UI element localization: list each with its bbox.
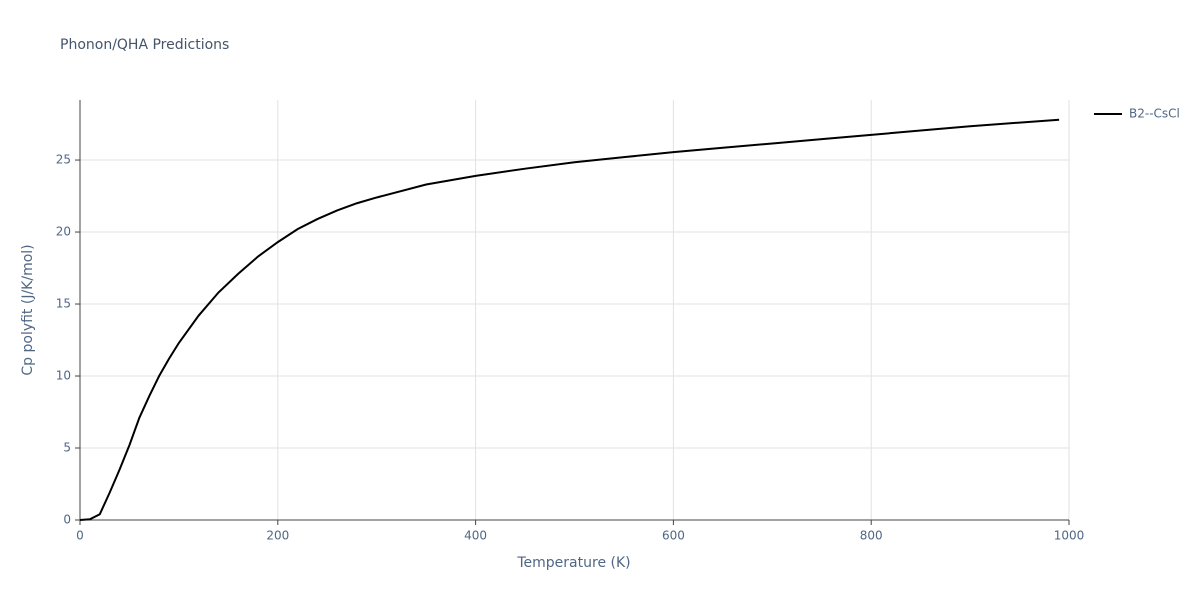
x-tick-label: 1000: [1054, 529, 1085, 543]
x-tick-label: 400: [464, 529, 487, 543]
chart-title: Phonon/QHA Predictions: [60, 37, 229, 53]
y-tick-label: 10: [56, 369, 71, 383]
x-tick-label: 200: [266, 529, 289, 543]
y-tick-label: 5: [63, 441, 71, 455]
x-axis-label: Temperature (K): [516, 555, 630, 571]
y-tick-label: 25: [56, 153, 71, 167]
y-axis-label: Cp polyfit (J/K/mol): [20, 244, 36, 375]
y-tick-label: 0: [63, 513, 71, 527]
x-tick-label: 800: [860, 529, 883, 543]
y-tick-label: 15: [56, 297, 71, 311]
data-line: [79, 118, 1060, 521]
x-tick-label: 600: [662, 529, 685, 543]
legend-label: B2--CsCl: [1129, 107, 1180, 121]
x-tick-label: 0: [76, 529, 84, 543]
y-tick-label: 20: [56, 225, 71, 239]
